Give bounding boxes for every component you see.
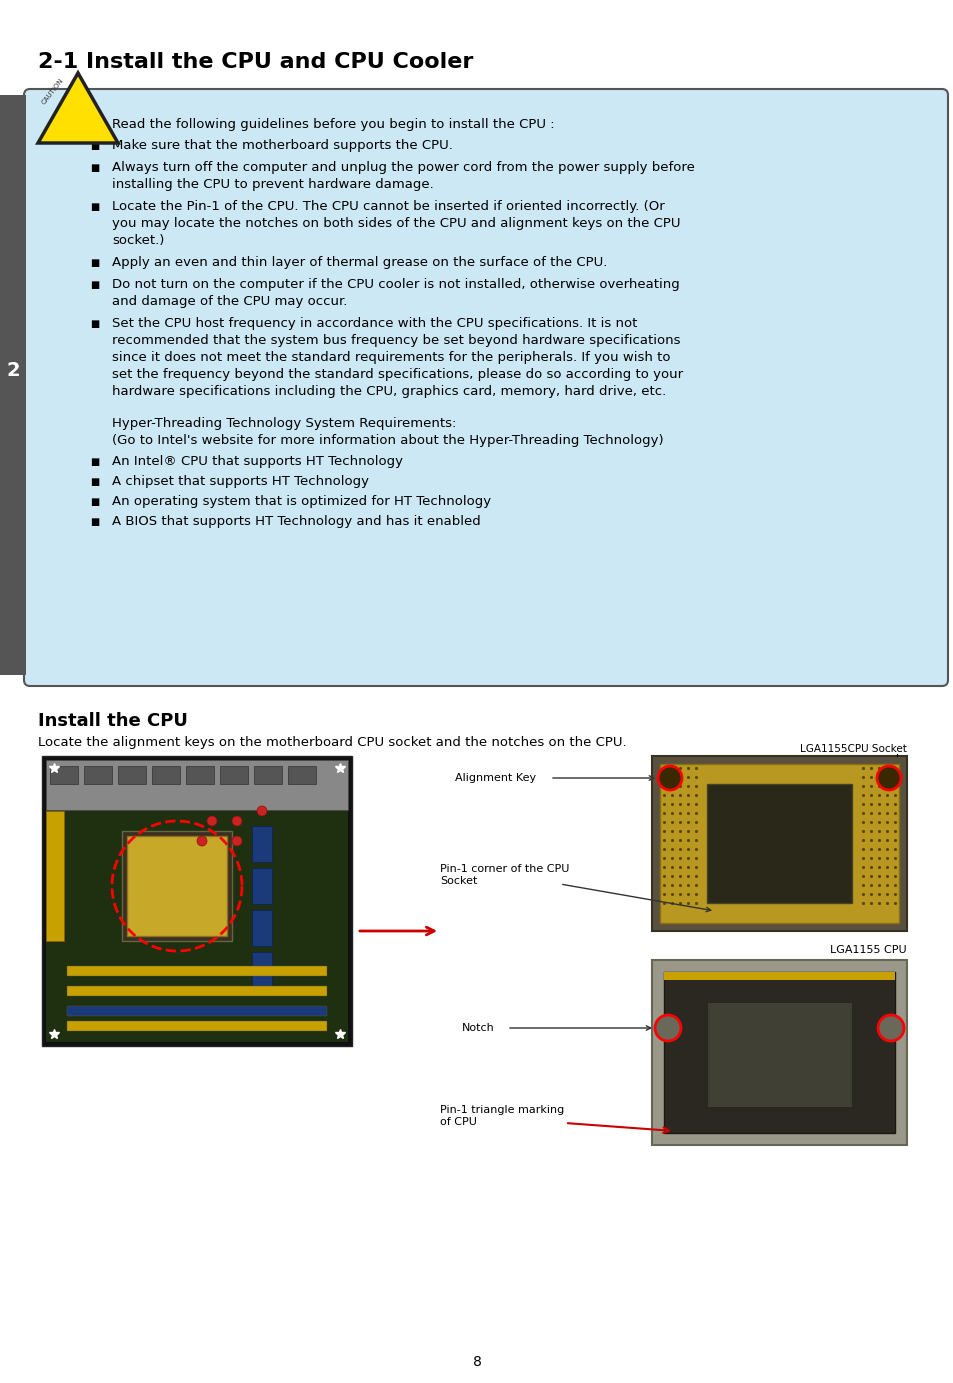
Text: foxconn: foxconn [158, 870, 195, 878]
Bar [67, 986, 327, 996]
Text: Set the CPU host frequency in accordance with the CPU specifications. It is not: Set the CPU host frequency in accordance… [112, 317, 637, 331]
Text: LGA1155CPU Socket: LGA1155CPU Socket [800, 744, 906, 754]
Circle shape [877, 1015, 903, 1041]
Text: Intel: Intel [765, 1017, 791, 1028]
Text: socket.): socket.) [112, 234, 164, 248]
Text: Make sure that the motherboard supports the CPU.: Make sure that the motherboard supports … [112, 140, 453, 152]
Text: ■: ■ [90, 456, 99, 467]
Text: ■: ■ [90, 141, 99, 151]
Circle shape [876, 766, 900, 790]
Bar [220, 766, 248, 784]
Bar [663, 972, 894, 1133]
Text: Locate the alignment keys on the motherboard CPU socket and the notches on the C: Locate the alignment keys on the motherb… [38, 736, 626, 750]
Text: ■: ■ [90, 319, 99, 329]
Text: hardware specifications including the CPU, graphics card, memory, hard drive, et: hardware specifications including the CP… [112, 384, 665, 398]
FancyArrowPatch shape [359, 927, 434, 935]
Bar [46, 761, 348, 810]
Bar [706, 784, 851, 903]
Text: and damage of the CPU may occur.: and damage of the CPU may occur. [112, 295, 347, 308]
Text: Pin-1 triangle marking
of CPU: Pin-1 triangle marking of CPU [439, 1105, 563, 1127]
Text: An operating system that is optimized for HT Technology: An operating system that is optimized fo… [112, 495, 491, 508]
Text: A chipset that supports HT Technology: A chipset that supports HT Technology [112, 474, 369, 488]
Text: !: ! [70, 89, 86, 123]
Text: Install the CPU: Install the CPU [38, 712, 188, 730]
Circle shape [256, 806, 267, 816]
Text: ■: ■ [90, 202, 99, 212]
Bar [84, 766, 112, 784]
Circle shape [658, 766, 681, 790]
Text: ■: ■ [90, 279, 99, 290]
Text: Always turn off the computer and unplug the power cord from the power supply bef: Always turn off the computer and unplug … [112, 160, 694, 174]
Text: installing the CPU to prevent hardware damage.: installing the CPU to prevent hardware d… [112, 178, 434, 191]
Bar [67, 965, 327, 976]
Text: Do not turn on the computer if the CPU cooler is not installed, otherwise overhe: Do not turn on the computer if the CPU c… [112, 278, 679, 290]
Polygon shape [38, 73, 118, 142]
Circle shape [655, 1015, 680, 1041]
Bar [46, 761, 348, 1041]
Circle shape [207, 816, 216, 826]
Text: Pin-1 corner of the CPU
Socket: Pin-1 corner of the CPU Socket [439, 864, 569, 885]
Circle shape [232, 816, 242, 826]
Text: Alignment Key: Alignment Key [455, 773, 536, 783]
Bar [127, 835, 227, 936]
Text: Apply an even and thin layer of thermal grease on the surface of the CPU.: Apply an even and thin layer of thermal … [112, 256, 607, 270]
Circle shape [232, 835, 242, 846]
FancyBboxPatch shape [24, 89, 947, 686]
Bar [46, 810, 64, 940]
Bar [706, 1003, 851, 1106]
Text: since it does not meet the standard requirements for the peripherals. If you wis: since it does not meet the standard requ… [112, 351, 670, 364]
Bar [663, 972, 894, 981]
Text: you may locate the notches on both sides of the CPU and alignment keys on the CP: you may locate the notches on both sides… [112, 217, 679, 230]
Text: ■: ■ [90, 517, 99, 527]
Bar [252, 910, 272, 946]
Bar [118, 766, 146, 784]
Text: ■: ■ [90, 163, 99, 173]
Bar [50, 766, 78, 784]
Bar [42, 757, 352, 1046]
Text: 8: 8 [472, 1355, 481, 1369]
Text: 2: 2 [6, 361, 20, 379]
Text: LGA1155 CPU: LGA1155 CPU [829, 945, 906, 956]
Text: Hyper-Threading Technology System Requirements:: Hyper-Threading Technology System Requir… [112, 418, 456, 430]
Text: A BIOS that supports HT Technology and has it enabled: A BIOS that supports HT Technology and h… [112, 514, 480, 528]
Text: An Intel® CPU that supports HT Technology: An Intel® CPU that supports HT Technolog… [112, 455, 402, 467]
Text: CAUTION: CAUTION [41, 77, 65, 105]
Bar [252, 952, 272, 987]
Text: ■: ■ [90, 477, 99, 487]
Bar [186, 766, 213, 784]
Bar [252, 826, 272, 862]
Text: (Go to Intel's website for more information about the Hyper-Threading Technology: (Go to Intel's website for more informat… [112, 434, 663, 447]
FancyArrowPatch shape [562, 885, 710, 911]
Bar [288, 766, 315, 784]
Bar [122, 831, 232, 940]
Text: ■: ■ [90, 496, 99, 508]
Text: Locate the Pin-1 of the CPU. The CPU cannot be inserted if oriented incorrectly.: Locate the Pin-1 of the CPU. The CPU can… [112, 201, 664, 213]
Circle shape [196, 835, 207, 846]
Text: Notch: Notch [461, 1023, 495, 1033]
Text: Core i7: Core i7 [766, 1037, 791, 1043]
Text: 2-1 Install the CPU and CPU Cooler: 2-1 Install the CPU and CPU Cooler [38, 53, 473, 72]
FancyArrowPatch shape [552, 776, 653, 780]
Text: Read the following guidelines before you begin to install the CPU :: Read the following guidelines before you… [112, 118, 554, 131]
Text: recommended that the system bus frequency be set beyond hardware specifications: recommended that the system bus frequenc… [112, 335, 679, 347]
Bar [651, 757, 906, 931]
Text: ■: ■ [90, 259, 99, 268]
Bar [253, 766, 282, 784]
Bar [0, 95, 26, 675]
Bar [659, 763, 898, 922]
Bar [67, 1005, 327, 1017]
Bar [651, 960, 906, 1145]
FancyArrowPatch shape [567, 1123, 668, 1133]
Bar [67, 1021, 327, 1030]
Bar [152, 766, 180, 784]
FancyArrowPatch shape [509, 1026, 650, 1030]
Text: set the frequency beyond the standard specifications, please do so according to : set the frequency beyond the standard sp… [112, 368, 682, 380]
Bar [252, 869, 272, 904]
